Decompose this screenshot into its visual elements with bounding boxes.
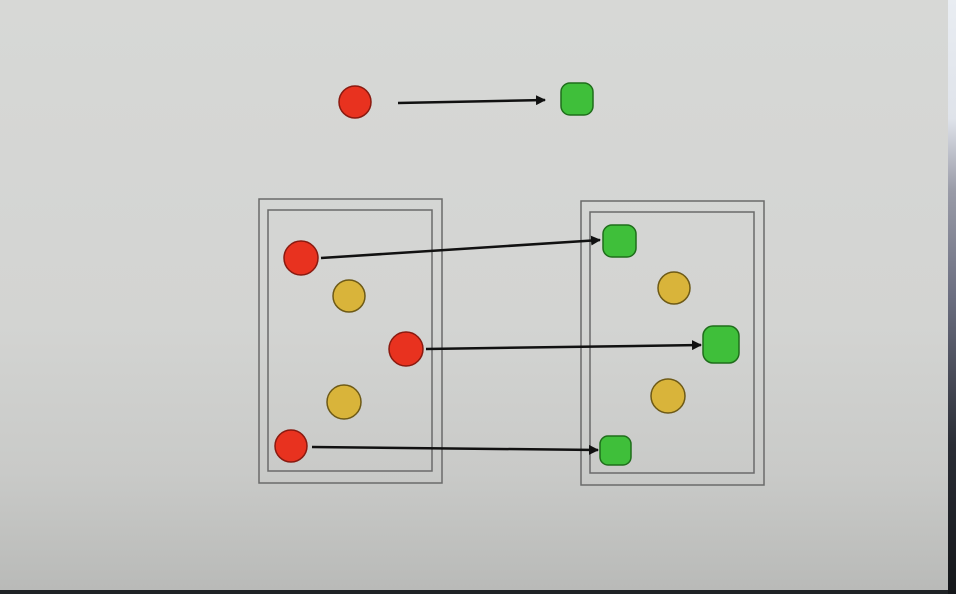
- right-target-green-square-1: [602, 224, 637, 258]
- left-source-red-circle-3: [274, 429, 308, 463]
- legend-target-green-square: [560, 82, 594, 116]
- left-source-red-circle-2: [388, 331, 424, 367]
- right-target-green-square-2: [702, 325, 740, 364]
- mapping-arrow-2: [425, 340, 702, 351]
- adjacent-window-edge: [948, 0, 956, 594]
- legend: [338, 82, 594, 119]
- legend-source-red-circle: [338, 85, 372, 119]
- right-distractor-yellow-circle-2: [650, 378, 686, 414]
- left-distractor-yellow-circle-2: [326, 384, 362, 420]
- mapping-arrow-1: [320, 235, 601, 260]
- left-set-box: [258, 198, 443, 484]
- left-distractor-yellow-circle-1: [332, 279, 366, 313]
- right-set-box: [580, 200, 765, 486]
- left-source-red-circle-1: [283, 240, 319, 276]
- right-distractor-yellow-circle-1: [657, 271, 691, 305]
- mapping-arrow-3: [311, 444, 599, 455]
- right-target-green-square-3: [599, 435, 632, 466]
- legend-arrow: [397, 95, 546, 106]
